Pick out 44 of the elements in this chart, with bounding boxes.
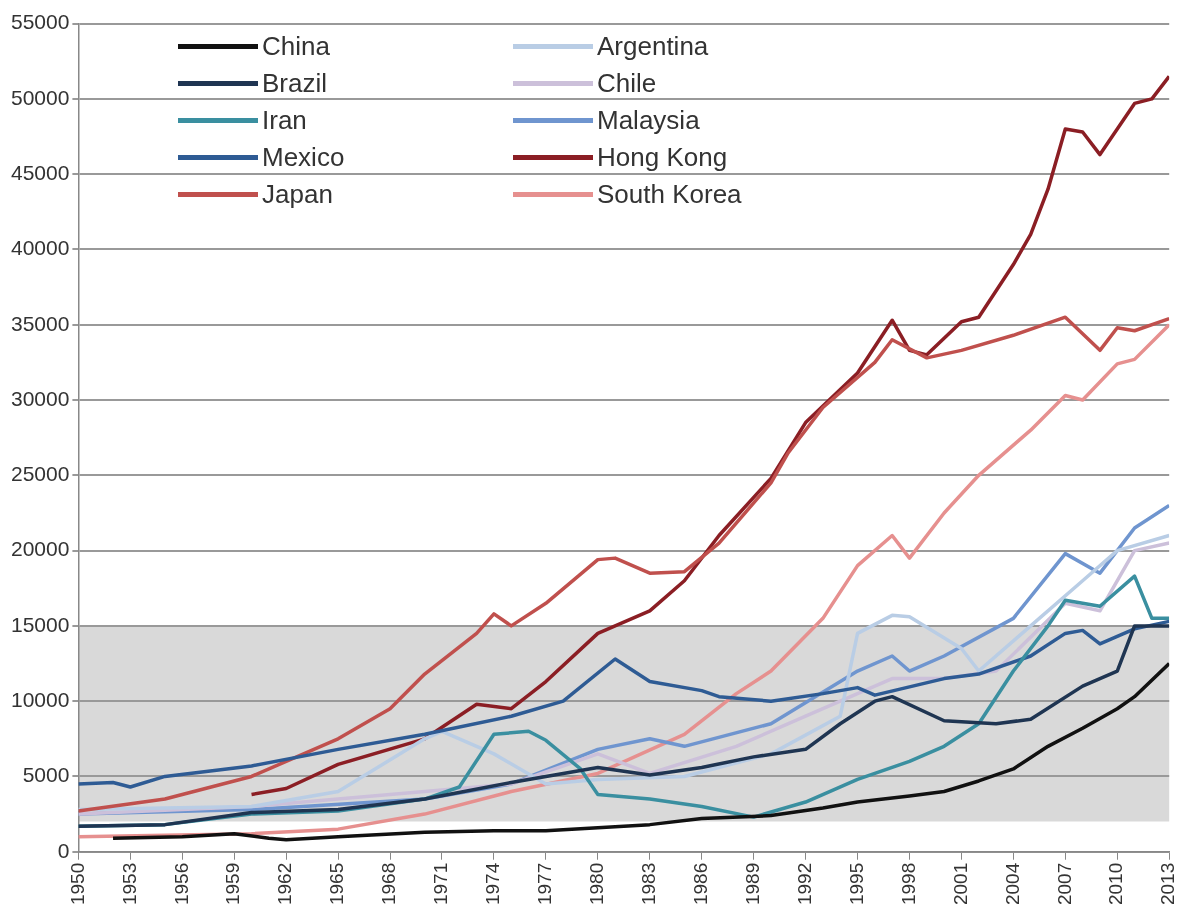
x-tick-label: 2001 — [949, 862, 971, 906]
x-tick-label: 1968 — [378, 862, 400, 906]
x-tick-label: 1953 — [118, 862, 140, 906]
x-tick-label: 1980 — [586, 862, 608, 906]
x-tick-label: 1989 — [741, 862, 763, 906]
x-tick-label: 2007 — [1053, 862, 1075, 906]
y-tick-label: 15000 — [10, 612, 70, 636]
y-tick-label: 35000 — [10, 311, 70, 335]
x-tick-label: 2013 — [1157, 862, 1179, 906]
x-tick-label: 1959 — [222, 862, 244, 906]
x-tick-label: 1965 — [326, 862, 348, 906]
x-tick-label: 2010 — [1105, 862, 1127, 906]
y-tick-label: 5000 — [22, 763, 70, 787]
x-tick-label: 1962 — [274, 862, 296, 906]
x-tick-label: 1992 — [793, 862, 815, 906]
y-tick-label: 0 — [57, 838, 70, 862]
y-tick-label: 20000 — [10, 537, 70, 561]
legend-label: Mexico — [262, 142, 345, 173]
x-tick-label: 1995 — [845, 862, 867, 906]
legend-label: South Korea — [597, 179, 742, 210]
x-tick-label: 1971 — [430, 862, 452, 906]
x-tick-label: 1998 — [897, 862, 919, 906]
y-tick-label: 45000 — [10, 160, 70, 184]
legend-label: Brazil — [262, 68, 328, 99]
y-tick-label: 50000 — [10, 85, 70, 109]
x-tick-label: 1956 — [170, 862, 192, 906]
x-tick-label: 1977 — [534, 862, 556, 906]
y-tick-label: 55000 — [10, 10, 70, 34]
x-tick-label: 1950 — [66, 862, 88, 906]
y-tick-label: 30000 — [10, 386, 70, 410]
legend-label: Iran — [262, 105, 307, 136]
legend-label: Hong Kong — [597, 142, 728, 173]
legend-label: Argentina — [597, 31, 709, 62]
legend-label: Chile — [597, 68, 657, 99]
legend-label: China — [262, 31, 330, 62]
legend-label: Malaysia — [597, 105, 700, 136]
x-tick-label: 1983 — [638, 862, 659, 906]
x-tick-label: 2004 — [1001, 862, 1023, 906]
y-tick-label: 10000 — [10, 687, 70, 711]
legend-label: Japan — [262, 179, 333, 210]
x-tick-label: 1986 — [689, 862, 711, 906]
y-tick-label: 40000 — [10, 236, 70, 260]
x-tick-label: 1974 — [482, 862, 504, 906]
y-tick-label: 25000 — [10, 462, 70, 486]
